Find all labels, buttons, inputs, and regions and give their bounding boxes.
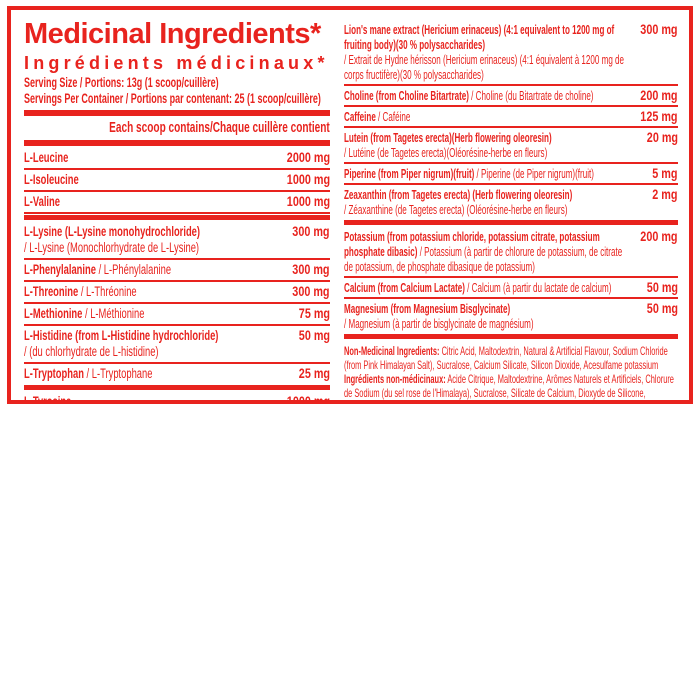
section-divider-bar — [344, 334, 678, 339]
non-medicinal-fr-label: Ingrédients non-médicinaux: — [344, 372, 446, 386]
ingredient-name-fr: / Potassium (à partir de chlorure de pot… — [344, 244, 623, 274]
ingredient-name-fr: / Extrait de Hydne hérisson (Hericium er… — [344, 52, 625, 82]
panel-title-fr: Ingrédients médicinaux* — [24, 53, 329, 73]
ingredient-amount: 5 mg — [652, 166, 678, 181]
ingredient-name-en: L-Tyrosine — [24, 394, 72, 404]
panel-title-en: Medicinal Ingredients* — [24, 18, 321, 50]
ingredient-name-en: L-Leucine — [24, 150, 69, 165]
ingredient-amount: 2000 mg — [286, 150, 330, 165]
table-row: Choline (from Choline Bitartrate) / Chol… — [344, 86, 678, 107]
ingredient-name-en: Lutein (from Tagetes erecta)(Herb flower… — [344, 130, 552, 145]
table-row: L-Tyrosine 1000 mg — [24, 392, 330, 404]
table-row: Piperine (from Piper nigrum)(fruit) / Pi… — [344, 164, 678, 185]
servings-per-container: Servings Per Container / Portions par co… — [24, 91, 321, 106]
ingredient-name-en: L-Isoleucine — [24, 172, 79, 187]
ingredient-amount: 50 mg — [298, 328, 330, 343]
table-row: Calcium (from Calcium Lactate) / Calcium… — [344, 278, 678, 299]
ingredient-amount: 20 mg — [646, 130, 678, 145]
ingredient-name-fr: / L-Lysine (Monochlorhydrate de L-Lysine… — [24, 240, 200, 255]
section-divider-bar — [24, 385, 330, 390]
ingredient-name-en: L-Valine — [24, 194, 60, 209]
table-row: L-Tryptophan / L-Tryptophane 25 mg — [24, 364, 330, 384]
non-medicinal-fr-text: Acide Citrique, Maltodextrine, Arômes Na… — [344, 372, 674, 400]
ingredient-name-fr: / (du chlorhydrate de L-histidine) — [24, 344, 159, 359]
ingredient-name-fr: / Magnesium (à partir de bisglycinate de… — [344, 316, 534, 331]
ingredient-name-en: L-Threonine — [24, 284, 79, 299]
ingredient-amount: 1000 mg — [286, 194, 330, 209]
right-column: Lion's mane extract (Hericium erinaceus)… — [344, 18, 678, 400]
left-column: Medicinal Ingredients* Ingrédients médic… — [24, 18, 330, 400]
ingredient-name-en: Lion's mane extract (Hericium erinaceus)… — [344, 22, 615, 52]
table-row: L-Methionine / L-Méthionine 75 mg — [24, 304, 330, 326]
ingredient-amount: 125 mg — [640, 109, 678, 124]
ingredient-name-en: L-Methionine — [24, 306, 83, 321]
ingredient-amount: 1000 mg — [286, 394, 330, 404]
table-row: Magnesium (from Magnesium Bisglycinate) … — [344, 299, 678, 333]
divider-bar — [24, 110, 330, 116]
non-medicinal-en: Non-Medicinal Ingredients: Citric Acid, … — [344, 344, 679, 372]
ingredient-amount: 200 mg — [640, 88, 678, 103]
ingredient-amount: 300 mg — [292, 262, 330, 277]
ingredient-name-en: Piperine (from Piper nigrum)(fruit) — [344, 166, 475, 181]
non-medicinal-en-text: Citric Acid, Maltodextrin, Natural & Art… — [344, 344, 668, 372]
table-row: L-Histidine (from L-Histidine hydrochlor… — [24, 326, 330, 364]
ingredient-name-en: Caffeine — [344, 109, 376, 124]
ingredient-name-fr: / Choline (du Bitartrate de choline) — [471, 88, 594, 103]
ingredient-amount: 50 mg — [646, 301, 678, 316]
each-scoop-contains: Each scoop contains/Chaque cuillère cont… — [109, 120, 330, 136]
non-medicinal-section: Non-Medicinal Ingredients: Citric Acid, … — [344, 341, 679, 400]
ingredient-name-en: Calcium (from Calcium Lactate) — [344, 280, 465, 295]
ingredient-amount: 300 mg — [292, 284, 330, 299]
serving-info: Serving Size / Portions: 13g (1 scoop/cu… — [24, 75, 330, 107]
non-medicinal-fr: Ingrédients non-médicinaux: Acide Citriq… — [344, 372, 679, 400]
ingredient-amount: 1000 mg — [286, 172, 330, 187]
ingredient-name-en: Potassium (from potassium chloride, pota… — [344, 229, 600, 259]
ingredient-name-fr: / Piperine (de Piper nigrum)(fruit) — [476, 166, 594, 181]
ingredient-name-fr: / L-Tryptophane — [86, 366, 153, 381]
table-row: L-Phenylalanine / L-Phénylalanine 300 mg — [24, 260, 330, 282]
section-divider-bar — [24, 215, 330, 220]
table-row: Zeaxanthin (from Tagetes erecta) (Herb f… — [344, 185, 678, 219]
column-gap — [330, 18, 344, 394]
ingredient-name-en: Zeaxanthin (from Tagetes erecta) (Herb f… — [344, 187, 573, 202]
table-row: Lion's mane extract (Hericium erinaceus)… — [344, 20, 678, 86]
ingredient-name-fr: / L-Thréonine — [80, 284, 137, 299]
ingredient-name-en: L-Phenylalanine — [24, 262, 96, 277]
ingredient-name-en: L-Histidine (from L-Histidine hydrochlor… — [24, 328, 219, 343]
table-row: Caffeine / Caféine 125 mg — [344, 107, 678, 128]
serving-size: Serving Size / Portions: 13g (1 scoop/cu… — [24, 75, 219, 90]
table-row: L-Isoleucine 1000 mg — [24, 170, 330, 192]
ingredient-name-fr: / Zéaxanthine (de Tagetes erecta) (Oléor… — [344, 202, 568, 217]
table-row: Potassium (from potassium chloride, pota… — [344, 227, 678, 278]
ingredient-amount: 300 mg — [292, 224, 330, 239]
ingredient-amount: 50 mg — [646, 280, 678, 295]
table-row: L-Lysine (L-Lysine monohydrochloride) / … — [24, 222, 330, 260]
ingredient-amount: 300 mg — [640, 22, 678, 37]
table-row: L-Threonine / L-Thréonine 300 mg — [24, 282, 330, 304]
non-medicinal-en-label: Non-Medicinal Ingredients: — [344, 344, 440, 358]
ingredient-name-fr: / L-Méthionine — [84, 306, 145, 321]
ingredient-name-en: L-Tryptophan — [24, 366, 84, 381]
ingredient-name-en: Choline (from Choline Bitartrate) — [344, 88, 469, 103]
ingredient-name-fr: / Caféine — [378, 109, 411, 124]
ingredient-amount: 25 mg — [298, 366, 330, 381]
ingredient-name-fr: / Calcium (à partir du lactate de calciu… — [467, 280, 612, 295]
ingredient-name-fr: / Lutéine (de Tagetes erecta)(Oléorésine… — [344, 145, 548, 160]
ingredient-name-en: L-Lysine (L-Lysine monohydrochloride) — [24, 224, 201, 239]
ingredient-amount: 75 mg — [298, 306, 330, 321]
ingredient-name-fr: / L-Phénylalanine — [98, 262, 172, 277]
section-divider-bar — [344, 220, 678, 225]
ingredient-amount: 200 mg — [640, 229, 678, 244]
table-row: Lutein (from Tagetes erecta)(Herb flower… — [344, 128, 678, 164]
supplement-facts-panel: Medicinal Ingredients* Ingrédients médic… — [7, 6, 693, 404]
table-row: L-Valine 1000 mg — [24, 192, 330, 214]
divider-bar — [24, 140, 330, 146]
ingredient-name-en: Magnesium (from Magnesium Bisglycinate) — [344, 301, 511, 316]
ingredient-amount: 2 mg — [652, 187, 678, 202]
table-row: L-Leucine 2000 mg — [24, 148, 330, 170]
